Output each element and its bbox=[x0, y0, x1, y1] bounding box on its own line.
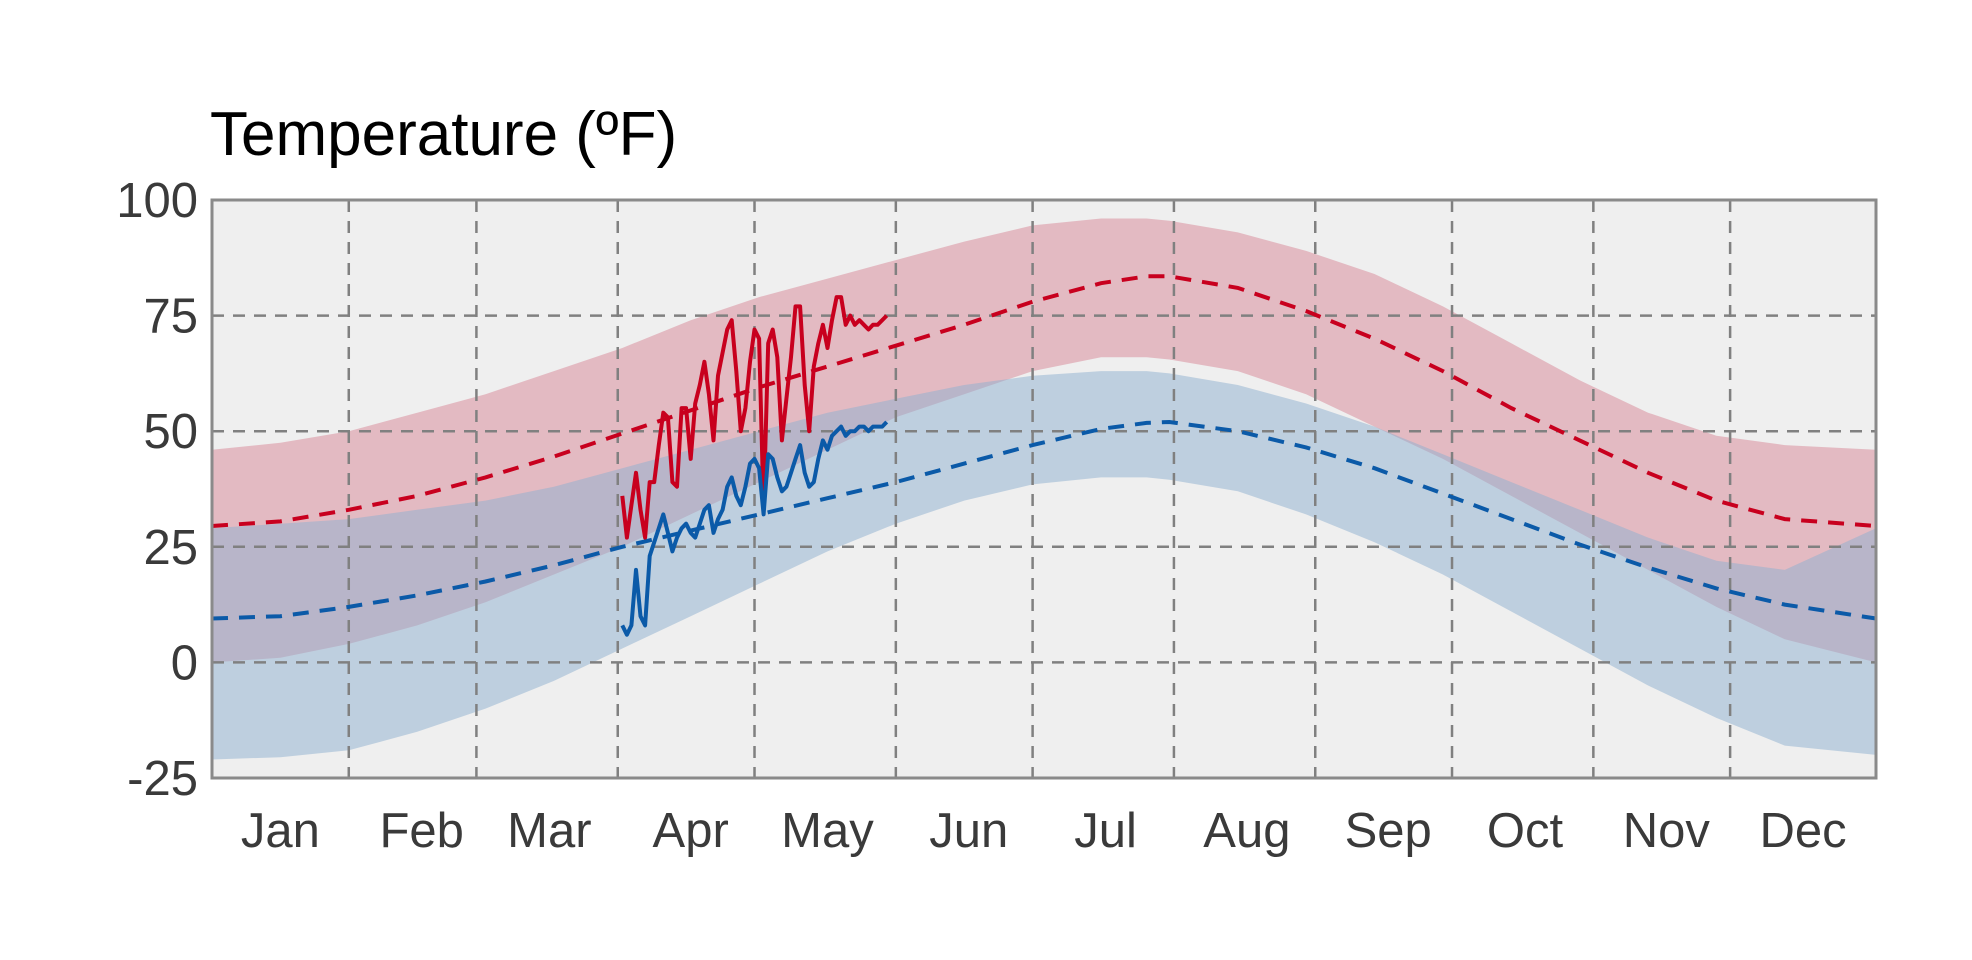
x-tick-label: Oct bbox=[1487, 804, 1564, 858]
observed-low-line bbox=[620, 420, 889, 637]
observed-temperature-lines bbox=[620, 295, 889, 637]
observed-high-line bbox=[620, 295, 889, 540]
y-tick-label: 100 bbox=[116, 174, 198, 228]
x-axis-ticks: Jan Feb Mar Apr May Jun Jul Aug Sep Oct Nov Dec bbox=[241, 804, 1847, 858]
chart-title: Temperature (ºF) bbox=[210, 100, 677, 169]
x-tick-label: Sep bbox=[1345, 804, 1432, 858]
low-temperature-band bbox=[212, 371, 1876, 760]
y-tick-label: 50 bbox=[143, 405, 198, 459]
x-tick-label: Aug bbox=[1203, 804, 1290, 858]
normal-temperature-lines bbox=[211, 274, 1877, 621]
x-tick-label: Dec bbox=[1759, 804, 1846, 858]
x-tick-label: Jun bbox=[929, 804, 1008, 858]
x-tick-label: Mar bbox=[507, 804, 591, 858]
x-tick-label: Feb bbox=[379, 804, 463, 858]
y-tick-label: -25 bbox=[127, 752, 198, 806]
plot-frame bbox=[210, 198, 1878, 780]
y-tick-label: 25 bbox=[143, 521, 198, 575]
high-temperature-band bbox=[212, 218, 1876, 663]
normal-low-line bbox=[211, 419, 1877, 621]
x-tick-label: Jul bbox=[1074, 804, 1137, 858]
x-tick-label: May bbox=[781, 804, 874, 858]
y-tick-label: 0 bbox=[171, 636, 198, 690]
x-tick-label: Jan bbox=[241, 804, 320, 858]
x-tick-label: Nov bbox=[1623, 804, 1711, 858]
temperature-bands bbox=[212, 218, 1876, 760]
grid-lines bbox=[212, 200, 1876, 778]
y-axis-ticks: 100 75 50 25 0 -25 bbox=[116, 174, 198, 806]
x-tick-label: Apr bbox=[653, 804, 729, 858]
y-tick-label: 75 bbox=[143, 290, 198, 344]
